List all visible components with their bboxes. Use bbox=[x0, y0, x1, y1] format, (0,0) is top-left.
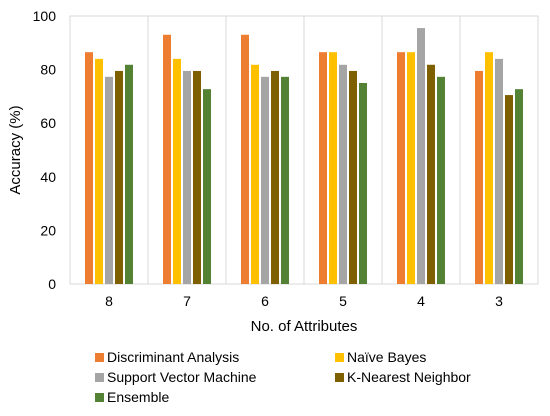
bar bbox=[427, 64, 435, 284]
bar bbox=[397, 52, 405, 285]
bar bbox=[359, 83, 367, 284]
x-axis-title: No. of Attributes bbox=[251, 318, 358, 335]
x-tick-label: 4 bbox=[417, 293, 425, 309]
y-axis-title: Accuracy (%) bbox=[7, 105, 24, 194]
bar bbox=[407, 52, 415, 285]
x-tick-label: 5 bbox=[339, 293, 347, 309]
y-axis-ticks: 0 20 40 60 80 100 bbox=[33, 8, 57, 292]
bar bbox=[339, 64, 347, 284]
bar bbox=[183, 70, 191, 284]
bar bbox=[475, 70, 483, 284]
bar bbox=[173, 58, 181, 284]
legend-swatch bbox=[95, 353, 104, 362]
y-tick-label: 20 bbox=[40, 222, 56, 238]
y-tick-label: 100 bbox=[33, 8, 57, 24]
legend-label: K-Nearest Neighbor bbox=[347, 369, 471, 385]
legend-swatch bbox=[95, 393, 104, 402]
bar bbox=[349, 70, 357, 284]
bar bbox=[95, 58, 103, 284]
x-axis-ticks: 8 7 6 5 4 3 bbox=[105, 293, 503, 309]
bar bbox=[105, 76, 113, 284]
legend-swatch bbox=[95, 373, 104, 382]
bar bbox=[163, 34, 171, 285]
grid-lines bbox=[147, 16, 461, 284]
bar bbox=[85, 52, 93, 285]
legend-swatch bbox=[335, 353, 344, 362]
legend: Discriminant Analysis Naïve Bayes Support … bbox=[95, 349, 471, 405]
y-tick-label: 80 bbox=[40, 62, 56, 78]
legend-label: Discriminant Analysis bbox=[107, 349, 239, 365]
bar bbox=[193, 70, 201, 284]
bars bbox=[85, 28, 523, 285]
x-tick-label: 3 bbox=[495, 293, 503, 309]
bar bbox=[329, 52, 337, 285]
x-tick-label: 7 bbox=[183, 293, 191, 309]
y-tick-label: 60 bbox=[40, 115, 56, 131]
bar bbox=[203, 89, 211, 284]
y-tick-label: 0 bbox=[48, 276, 56, 292]
bar bbox=[319, 52, 327, 285]
bar bbox=[485, 52, 493, 285]
bar bbox=[515, 89, 523, 284]
bar bbox=[125, 64, 133, 284]
legend-label: Ensemble bbox=[107, 389, 169, 405]
bar bbox=[437, 76, 445, 284]
bar bbox=[251, 64, 259, 284]
bar bbox=[115, 70, 123, 284]
x-tick-label: 8 bbox=[105, 293, 113, 309]
x-tick-label: 6 bbox=[261, 293, 269, 309]
y-tick-label: 40 bbox=[40, 169, 56, 185]
legend-swatch bbox=[335, 373, 344, 382]
bar bbox=[495, 58, 503, 284]
bar bbox=[281, 76, 289, 284]
legend-label: Support Vector Machine bbox=[107, 369, 257, 385]
bar bbox=[505, 95, 513, 284]
bar bbox=[417, 28, 425, 285]
bar bbox=[261, 76, 269, 284]
legend-label: Naïve Bayes bbox=[347, 349, 426, 365]
bar bbox=[241, 34, 249, 285]
bar bbox=[271, 70, 279, 284]
